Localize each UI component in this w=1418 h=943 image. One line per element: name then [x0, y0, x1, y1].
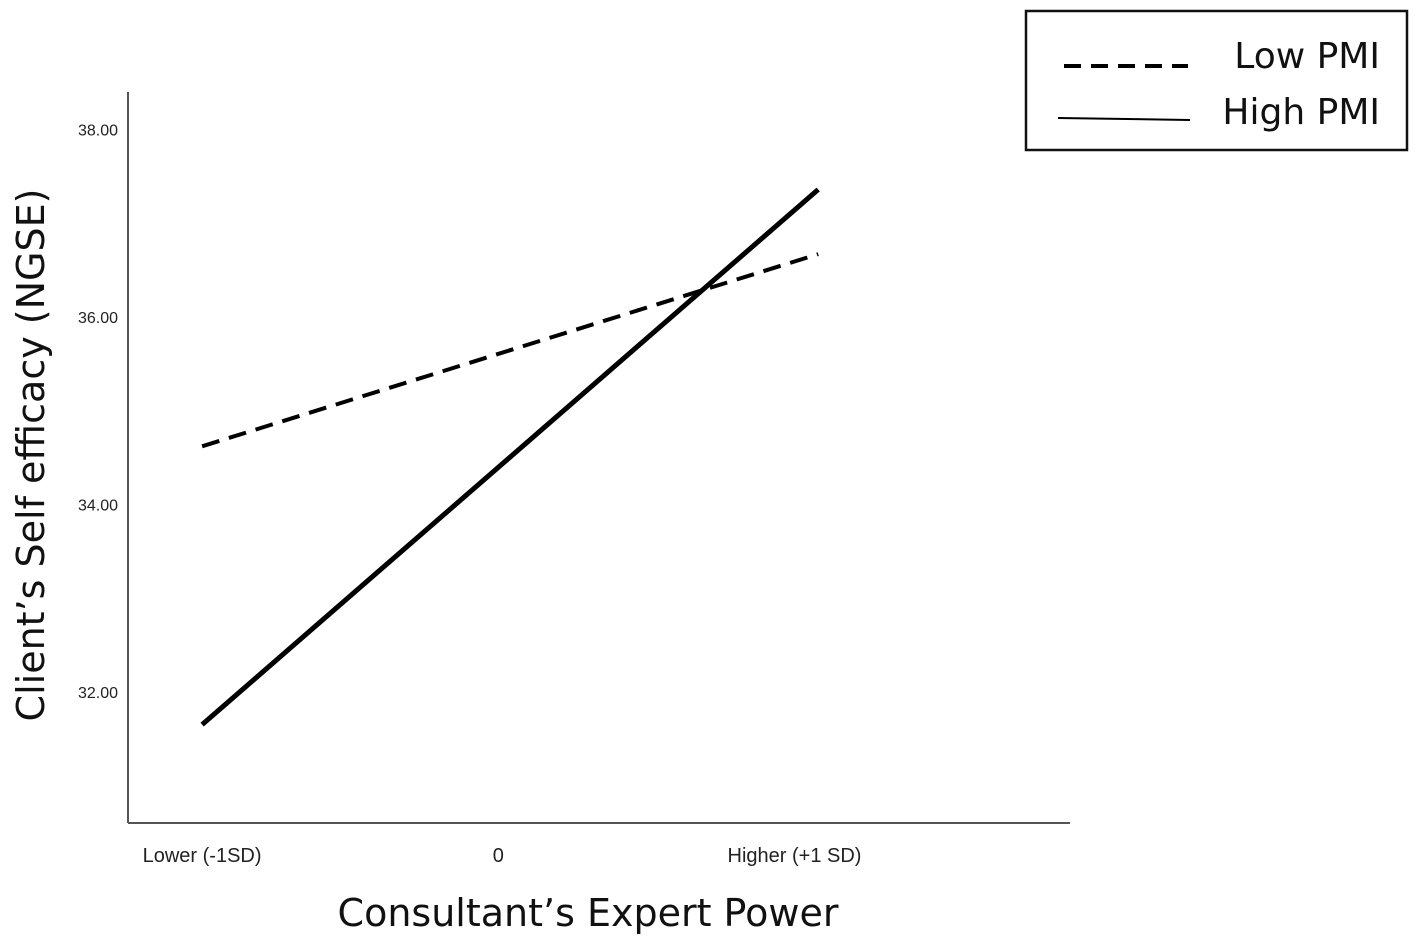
legend: Low PMI High PMI [1024, 9, 1409, 152]
series-line-low-pmi [201, 252, 819, 449]
series-line-high-pmi [200, 187, 820, 727]
y-tick-labels: 32.00 34.00 36.00 38.00 [78, 122, 118, 701]
y-tick-label: 32.00 [78, 685, 118, 702]
legend-swatch-high-pmi [1057, 117, 1191, 121]
y-tick-label: 34.00 [78, 497, 118, 514]
x-tick-label: Lower (-1SD) [143, 845, 262, 867]
x-tick-labels: Lower (-1SD) 0 Higher (+1 SD) [143, 845, 862, 867]
axes [127, 92, 1070, 824]
y-tick-label: 38.00 [78, 122, 118, 139]
legend-box [1024, 9, 1409, 152]
y-tick-label: 36.00 [78, 310, 118, 327]
series-lines [200, 187, 820, 727]
x-axis-title: Consultant’s Expert Power [338, 891, 839, 935]
x-tick-label: Higher (+1 SD) [728, 845, 862, 867]
x-tick-label: 0 [493, 845, 504, 867]
y-axis-title: Client’s Self efficacy (NGSE) [9, 189, 53, 722]
legend-label-low-pmi: Low PMI [1234, 36, 1380, 77]
legend-label-high-pmi: High PMI [1222, 92, 1380, 133]
